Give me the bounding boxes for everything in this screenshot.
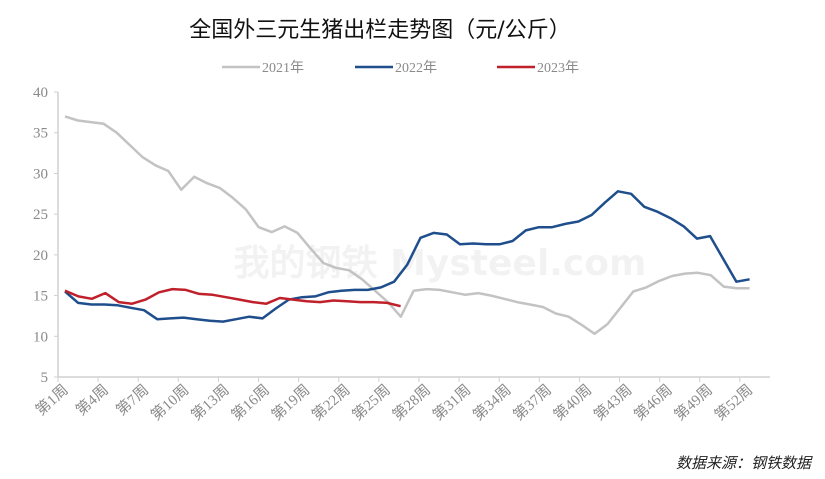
x-tick-label: 第22周: [308, 381, 353, 424]
x-tick-label: 第40周: [550, 381, 595, 424]
series-line-2022年: [64, 190, 750, 323]
x-tick-label: 第28周: [389, 381, 434, 424]
x-tick-label: 第37周: [509, 381, 554, 424]
y-tick-label: 25: [33, 207, 48, 223]
y-tick-label: 40: [33, 85, 48, 101]
source-note: 数据来源：钢铁数据: [675, 454, 811, 472]
series-line-2023年: [64, 287, 401, 308]
y-tick-label: 10: [33, 329, 48, 345]
series-line-2021年: [64, 115, 750, 336]
x-tick-label: 第4周: [72, 381, 112, 419]
x-tick-label: 第1周: [32, 381, 72, 419]
x-tick-label: 第7周: [112, 381, 152, 419]
legend-label: 2022年: [395, 60, 437, 76]
y-tick-label: 15: [33, 289, 48, 305]
x-tick-label: 第25周: [348, 381, 393, 424]
x-tick-label: 第19周: [268, 381, 313, 424]
x-tick-label: 第16周: [228, 381, 273, 424]
x-tick-label: 第31周: [429, 381, 474, 424]
legend-label: 2023年: [537, 60, 579, 76]
x-tick-label: 第10周: [147, 381, 192, 424]
y-tick-label: 20: [33, 248, 48, 264]
x-tick-label: 第49周: [670, 381, 715, 424]
y-tick-label: 5: [41, 370, 49, 386]
chart-title: 全国外三元生猪出栏走势图（元/公斤）: [189, 18, 571, 43]
x-tick-label: 第46周: [630, 381, 675, 424]
x-tick-label: 第43周: [590, 381, 635, 424]
y-tick-label: 35: [33, 126, 48, 142]
legend-label: 2021年: [262, 60, 304, 76]
x-tick-label: 第13周: [187, 381, 232, 424]
watermark: 我的钢铁 Mysteel.com: [234, 243, 647, 284]
x-tick-label: 第34周: [469, 381, 514, 424]
y-tick-label: 30: [33, 166, 48, 182]
x-tick-label: 第52周: [711, 381, 756, 424]
